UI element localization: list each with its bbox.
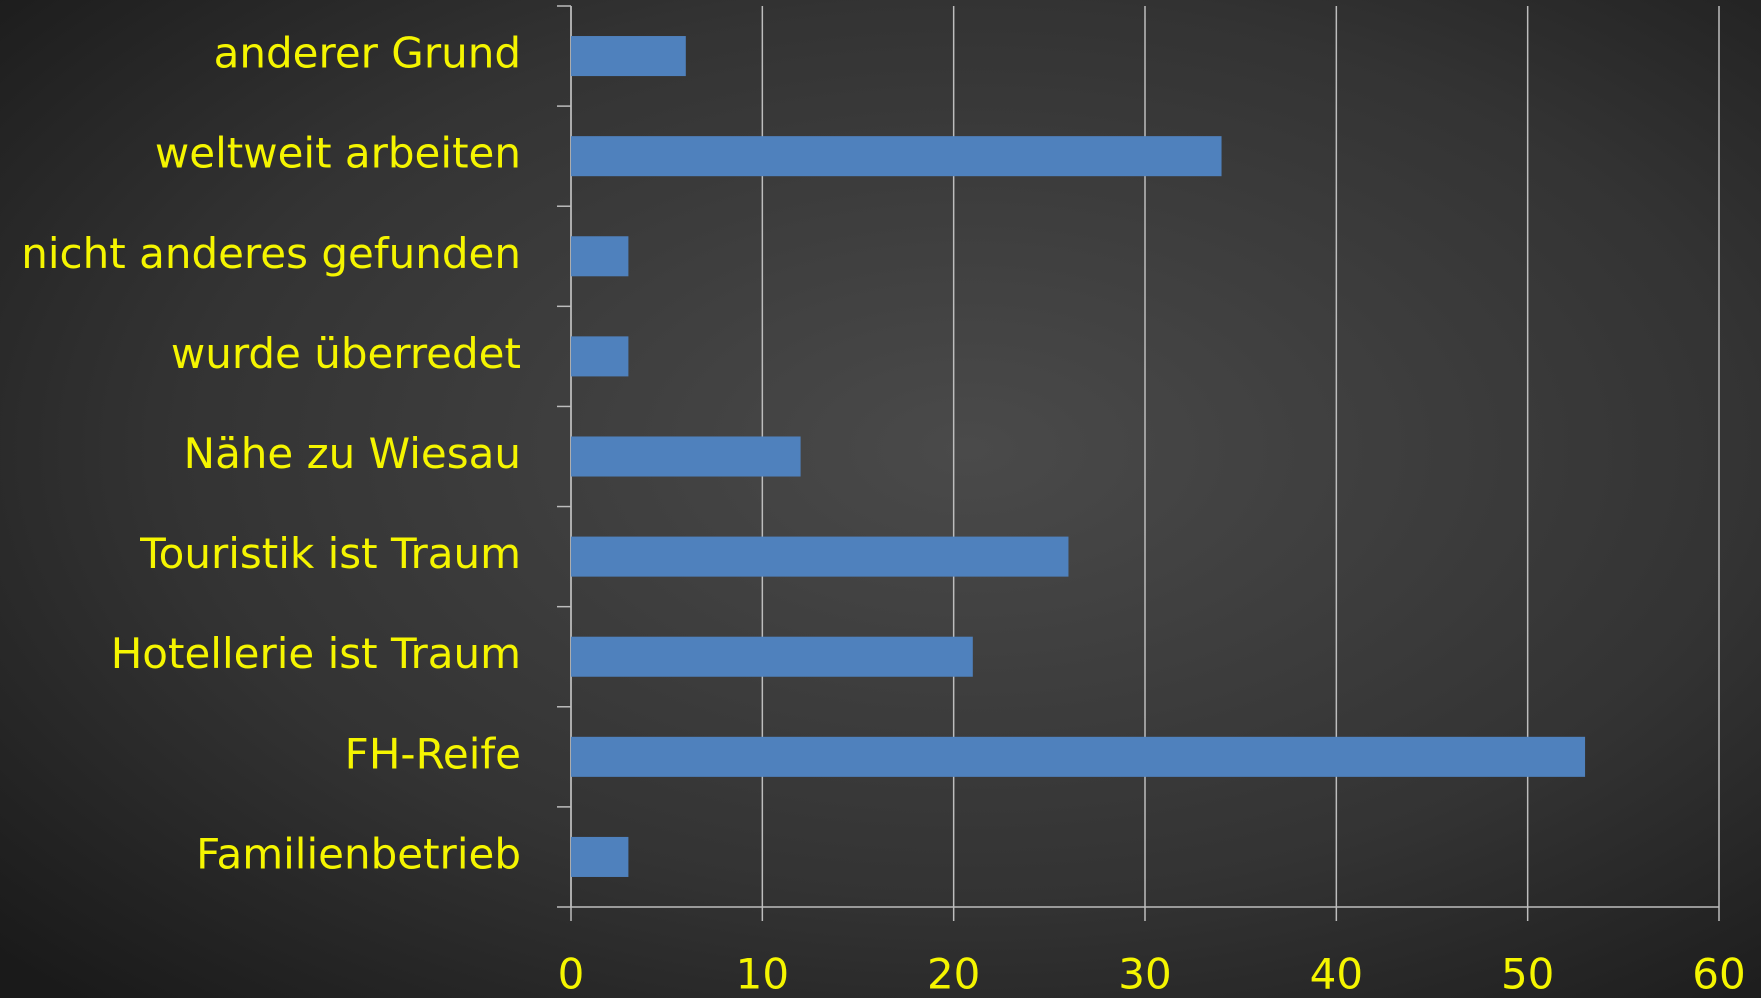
bar — [571, 336, 629, 377]
y-tick-label: Familienbetrieb — [196, 829, 521, 878]
bar — [571, 636, 973, 677]
y-tick-label: nicht anderes gefunden — [21, 229, 521, 278]
bar — [571, 736, 1586, 777]
x-tick-label: 60 — [1692, 950, 1745, 998]
x-tick-label: 0 — [558, 950, 585, 998]
bar — [571, 36, 686, 77]
y-tick-label: weltweit arbeiten — [155, 129, 521, 178]
x-tick-label: 10 — [736, 950, 789, 998]
x-tick-label: 50 — [1501, 950, 1554, 998]
bar — [571, 436, 801, 477]
x-tick-label: 30 — [1118, 950, 1171, 998]
x-tick-label: 20 — [927, 950, 980, 998]
bar — [571, 836, 629, 877]
y-tick-label: Touristik ist Traum — [139, 529, 521, 578]
y-tick-label: Nähe zu Wiesau — [184, 429, 521, 478]
bar — [571, 136, 1222, 177]
x-tick-label: 40 — [1310, 950, 1363, 998]
y-tick-label: anderer Grund — [214, 29, 521, 78]
bar — [571, 236, 629, 277]
y-tick-label: FH-Reife — [345, 729, 521, 778]
bar — [571, 536, 1069, 577]
y-tick-label: wurde überredet — [171, 329, 521, 378]
y-tick-label: Hotellerie ist Traum — [111, 629, 521, 678]
